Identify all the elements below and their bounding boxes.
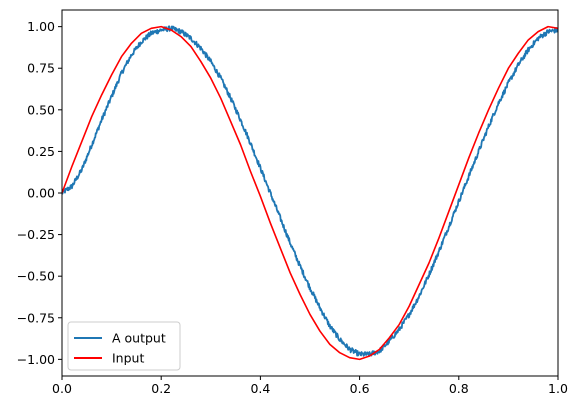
y-tick-label: 0.75 <box>27 61 55 76</box>
legend-label-input: Input <box>112 351 144 366</box>
y-tick-label: −0.75 <box>17 310 55 325</box>
y-tick-label: 1.00 <box>27 19 55 34</box>
y-tick-label: −1.00 <box>17 352 55 367</box>
legend: A output Input <box>67 321 181 371</box>
x-tick-label: 0.6 <box>350 381 370 396</box>
x-tick-label: 0.0 <box>52 381 72 396</box>
y-tick-label: 0.25 <box>27 144 55 159</box>
x-axis: 0.0 0.2 0.4 0.6 0.8 1.0 <box>52 376 568 396</box>
legend-label-a-output: A output <box>112 331 166 346</box>
series-layer <box>62 25 558 361</box>
series-line-input <box>62 25 558 361</box>
x-tick-label: 1.0 <box>548 381 568 396</box>
x-tick-label: 0.8 <box>449 381 469 396</box>
series-line-a-output <box>62 25 558 357</box>
y-tick-label: −0.50 <box>17 269 55 284</box>
plot-area <box>62 10 558 376</box>
y-tick-label: 0.50 <box>27 102 55 117</box>
y-axis: 1.00 0.75 0.50 0.25 0.00 −0.25 −0.50 −0.75 −1.00 <box>17 19 62 367</box>
x-tick-label: 0.4 <box>250 381 270 396</box>
x-tick-label: 0.2 <box>151 381 171 396</box>
y-tick-label: 0.00 <box>27 186 55 201</box>
y-tick-label: −0.25 <box>17 227 55 242</box>
